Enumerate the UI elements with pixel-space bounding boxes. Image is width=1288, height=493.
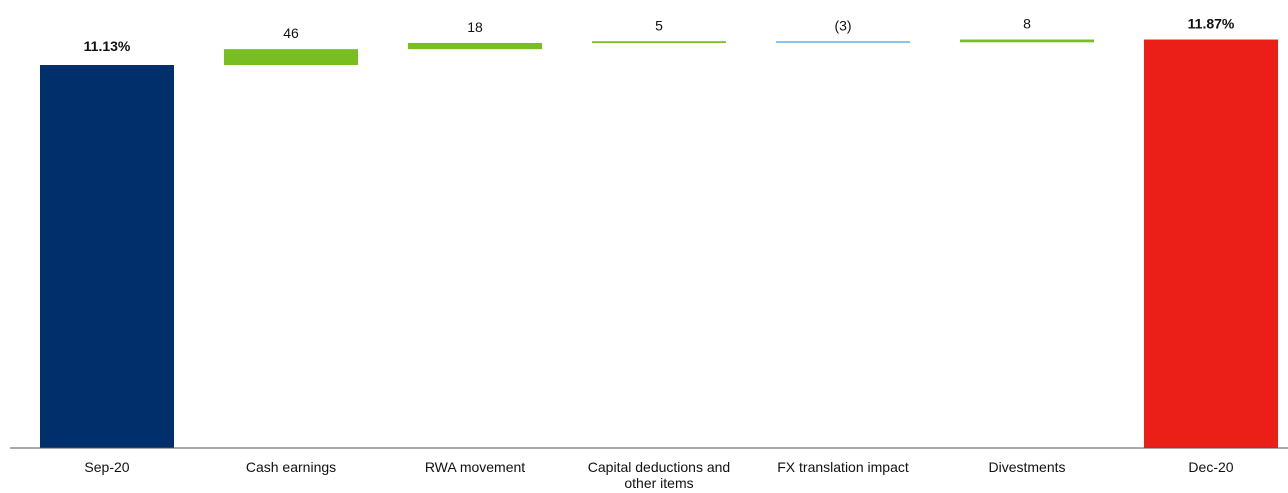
bar-divestments — [960, 39, 1094, 43]
bars-group — [40, 39, 1278, 448]
category-labels-group: Sep-20 Cash earnings RWA movement Capital d… — [84, 459, 1233, 491]
x-tick-label-fx-translation-impact: FX translation impact — [777, 459, 909, 475]
value-labels-group: 11.13% 46 18 5 (3) 8 11.87% — [84, 16, 1235, 54]
bar-rwa-movement — [408, 42, 542, 50]
value-label-rwa-movement: 18 — [467, 19, 483, 35]
value-label-divestments: 8 — [1023, 16, 1031, 32]
x-tick-label-dec-20: Dec-20 — [1188, 459, 1233, 475]
bar-capital-deductions-and-other-items — [592, 41, 726, 43]
bar-sep-20 — [40, 65, 174, 448]
value-label-sep-20: 11.13% — [84, 38, 131, 54]
x-tick-label-capital-deductions-and-other-items: Capital deductions and other items — [588, 459, 730, 491]
bar-dec-20 — [1144, 39, 1278, 448]
value-label-dec-20: 11.87% — [1188, 16, 1235, 32]
bar-cash-earnings — [224, 49, 358, 65]
value-label-capital-deductions-and-other-items: 5 — [655, 17, 663, 33]
x-tick-label-sep-20: Sep-20 — [84, 459, 129, 475]
x-tick-label-cash-earnings: Cash earnings — [246, 459, 336, 475]
x-tick-label-divestments: Divestments — [988, 459, 1065, 475]
x-tick-label-rwa-movement: RWA movement — [425, 459, 525, 475]
value-label-cash-earnings: 46 — [283, 25, 299, 41]
value-label-fx-translation-impact: (3) — [834, 17, 851, 33]
bar-fx-translation-impact — [776, 41, 910, 43]
